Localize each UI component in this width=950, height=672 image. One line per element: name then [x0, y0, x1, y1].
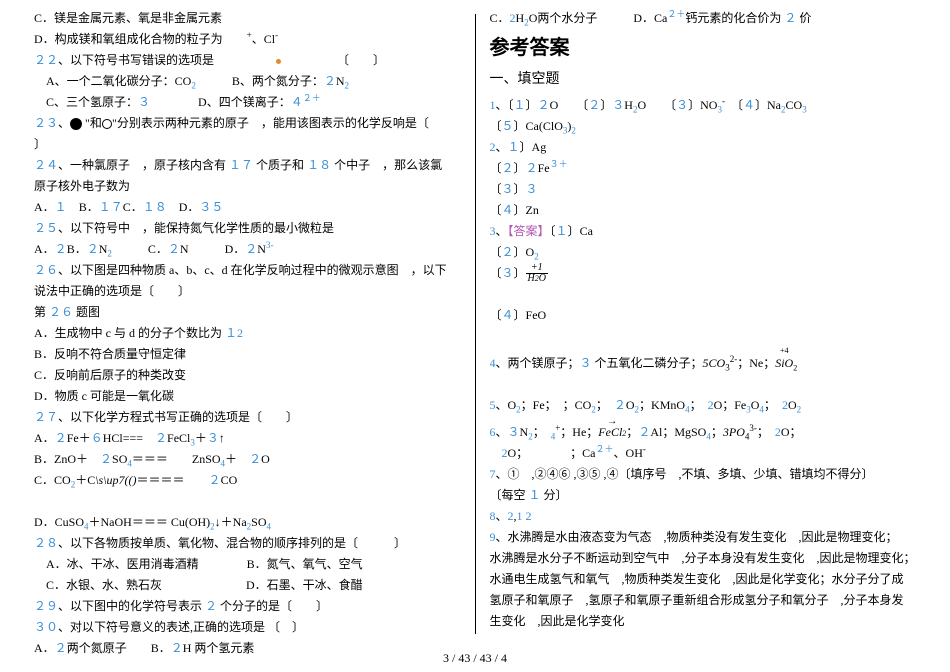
- text-line: ２３、 "和"分别表示两种元素的原子 ，能用该图表示的化学反响是〔: [34, 113, 461, 134]
- text-line: 〔４〕FeO: [490, 305, 917, 326]
- answers-heading: 参考答案: [490, 31, 917, 66]
- text-line: 9、水沸腾是水由液态变为气态 ,物质种类没有发生变化 ,因此是物理变化；: [490, 527, 917, 548]
- text-line: ２２、以下符号书写错误的选项是 〔 〕: [34, 50, 461, 71]
- text-line: ２９、以下图中的化学符号表示 ２ 个分子的是〔 〕: [34, 596, 461, 617]
- text-line: 〔２〕O2: [490, 242, 917, 263]
- text-line: 3、【答案】〔１〕Ca: [490, 221, 917, 242]
- page-footer: 3 / 43 / 43 / 4: [0, 651, 950, 666]
- text-line: 水通电生成氢气和氧气 ,物质种类发生变化 ,因此是化学变化；水分子分了成: [490, 569, 917, 590]
- text-line: A．２Fe＋６HCl=== ２FeCl3＋３↑: [34, 428, 461, 449]
- text-line: C．CO2＋C\s\up7(()＝＝＝＝ ２CO: [34, 470, 461, 491]
- text-line: ２８、以下各物质按单质、氧化物、混合物的顺序排列的是〔 〕: [34, 533, 461, 554]
- text-line: 水沸腾是水分子不断运动到空气中 ,分子本身没有发生变化 ,因此是物理变化；: [490, 548, 917, 569]
- text-line: 7、① ,②④⑥ ,③⑤ ,④〔填序号 ,不填、多填、少填、错填均不得分〕: [490, 464, 917, 485]
- text-line: 5、O2；Fe； ；CO2； ２O2；KMnO4； 2O；Fe3O4； 2O2: [490, 395, 917, 416]
- text-line: A．生成物中 c 与 d 的分子个数比为 １2: [34, 323, 461, 344]
- text-line: 〔每空 １ 分〕: [490, 485, 917, 506]
- right-column: C．2H2O两个水分子 D．Ca２＋钙元素的化合价为 ２ 价参考答案一、填空题1…: [476, 8, 931, 640]
- text-line: A．１ B．１７C．１８ D．３５: [34, 197, 461, 218]
- text-line: 第 ２６ 题图: [34, 302, 461, 323]
- section-heading: 一、填空题: [490, 68, 917, 93]
- text-line: C．镁是金属元素、氧是非金属元素: [34, 8, 461, 29]
- text-line: [490, 326, 917, 347]
- text-line: D．CuSO4＋NaOH＝＝＝ Cu(OH)2↓＋Na2SO4: [34, 512, 461, 533]
- text-line: C、三个氢原子：３ D、四个镁离子：４２＋: [34, 92, 461, 113]
- text-line: 〔４〕Zn: [490, 200, 917, 221]
- text-line: C．反响前后原子的种类改变: [34, 365, 461, 386]
- text-line: 〕: [34, 134, 461, 155]
- text-line: 6、３N2； 4+；He；FeCl2；２Al；MgSO4；3PO43-； 2O；: [490, 416, 917, 443]
- text-line: 〔２〕２Fe３＋: [490, 158, 917, 179]
- text-line: 〔３〕+1H2O: [490, 263, 917, 285]
- left-column: C．镁是金属元素、氧是非金属元素D．构成镁和氧组成化合物的粒子为 +、Cl-２２…: [20, 8, 475, 640]
- text-line: D．构成镁和氧组成化合物的粒子为 +、Cl-: [34, 29, 461, 50]
- text-line: B．ZnO＋ ２SO4＝＝＝ ZnSO4＋ ２O: [34, 449, 461, 470]
- text-line: 〔３〕３: [490, 179, 917, 200]
- text-line: 8、2,1 2: [490, 506, 917, 527]
- text-line: C．2H2O两个水分子 D．Ca２＋钙元素的化合价为 ２ 价: [490, 8, 917, 29]
- page-root: C．镁是金属元素、氧是非金属元素D．构成镁和氧组成化合物的粒子为 +、Cl-２２…: [0, 0, 950, 640]
- text-line: 原子核外电子数为: [34, 176, 461, 197]
- text-line: [490, 284, 917, 305]
- text-line: B．反响不符合质量守恒定律: [34, 344, 461, 365]
- text-line: 说法中正确的选项是〔 〕: [34, 281, 461, 302]
- text-line: 氢原子和氧原子 ,氢原子和氧原子重新组合形成氢分子和氧分子 ,分子本身发: [490, 590, 917, 611]
- text-line: 2、１〕Ag: [490, 137, 917, 158]
- text-line: [34, 491, 461, 512]
- text-line: ３０、对以下符号意义的表述,正确的选项是 〔 〕: [34, 617, 461, 638]
- text-line: 4、两个镁原子；３ 个五氧化二磷分子；5CO32-；Ne；SiO2: [490, 347, 917, 374]
- text-line: A．２B．２N2 C．２N D．２N3-: [34, 239, 461, 260]
- text-line: 生变化 ,因此是化学变化: [490, 611, 917, 632]
- text-line: [490, 374, 917, 395]
- text-line: ２４、一种氯原子 ，原子核内含有 １７ 个质子和 １８ 个中子 ，那么该氯: [34, 155, 461, 176]
- text-line: C．水银、水、熟石灰 D．石墨、干冰、食醋: [34, 575, 461, 596]
- text-line: ２６、以下图是四种物质 a、b、c、d 在化学反响过程中的微观示意图 ，以下: [34, 260, 461, 281]
- text-line: 1、〔１〕２O 〔２〕３H2O 〔３〕NO3- 〔４〕Na2CO3: [490, 95, 917, 116]
- text-line: ２７、以下化学方程式书写正确的选项是〔 〕: [34, 407, 461, 428]
- text-line: 〔５〕Ca(ClO3)2: [490, 116, 917, 137]
- text-line: A．冰、干冰、医用消毒酒精 B．氮气、氧气、空气: [34, 554, 461, 575]
- text-line: D．物质 c 可能是一氧化碳: [34, 386, 461, 407]
- text-line: A、一个二氧化碳分子：CO2 B、两个氮分子：２N2: [34, 71, 461, 92]
- text-line: 2O； ；Ca２＋、OH-: [490, 443, 917, 464]
- text-line: ２５、以下符号中 ，能保持氮气化学性质的最小微粒是: [34, 218, 461, 239]
